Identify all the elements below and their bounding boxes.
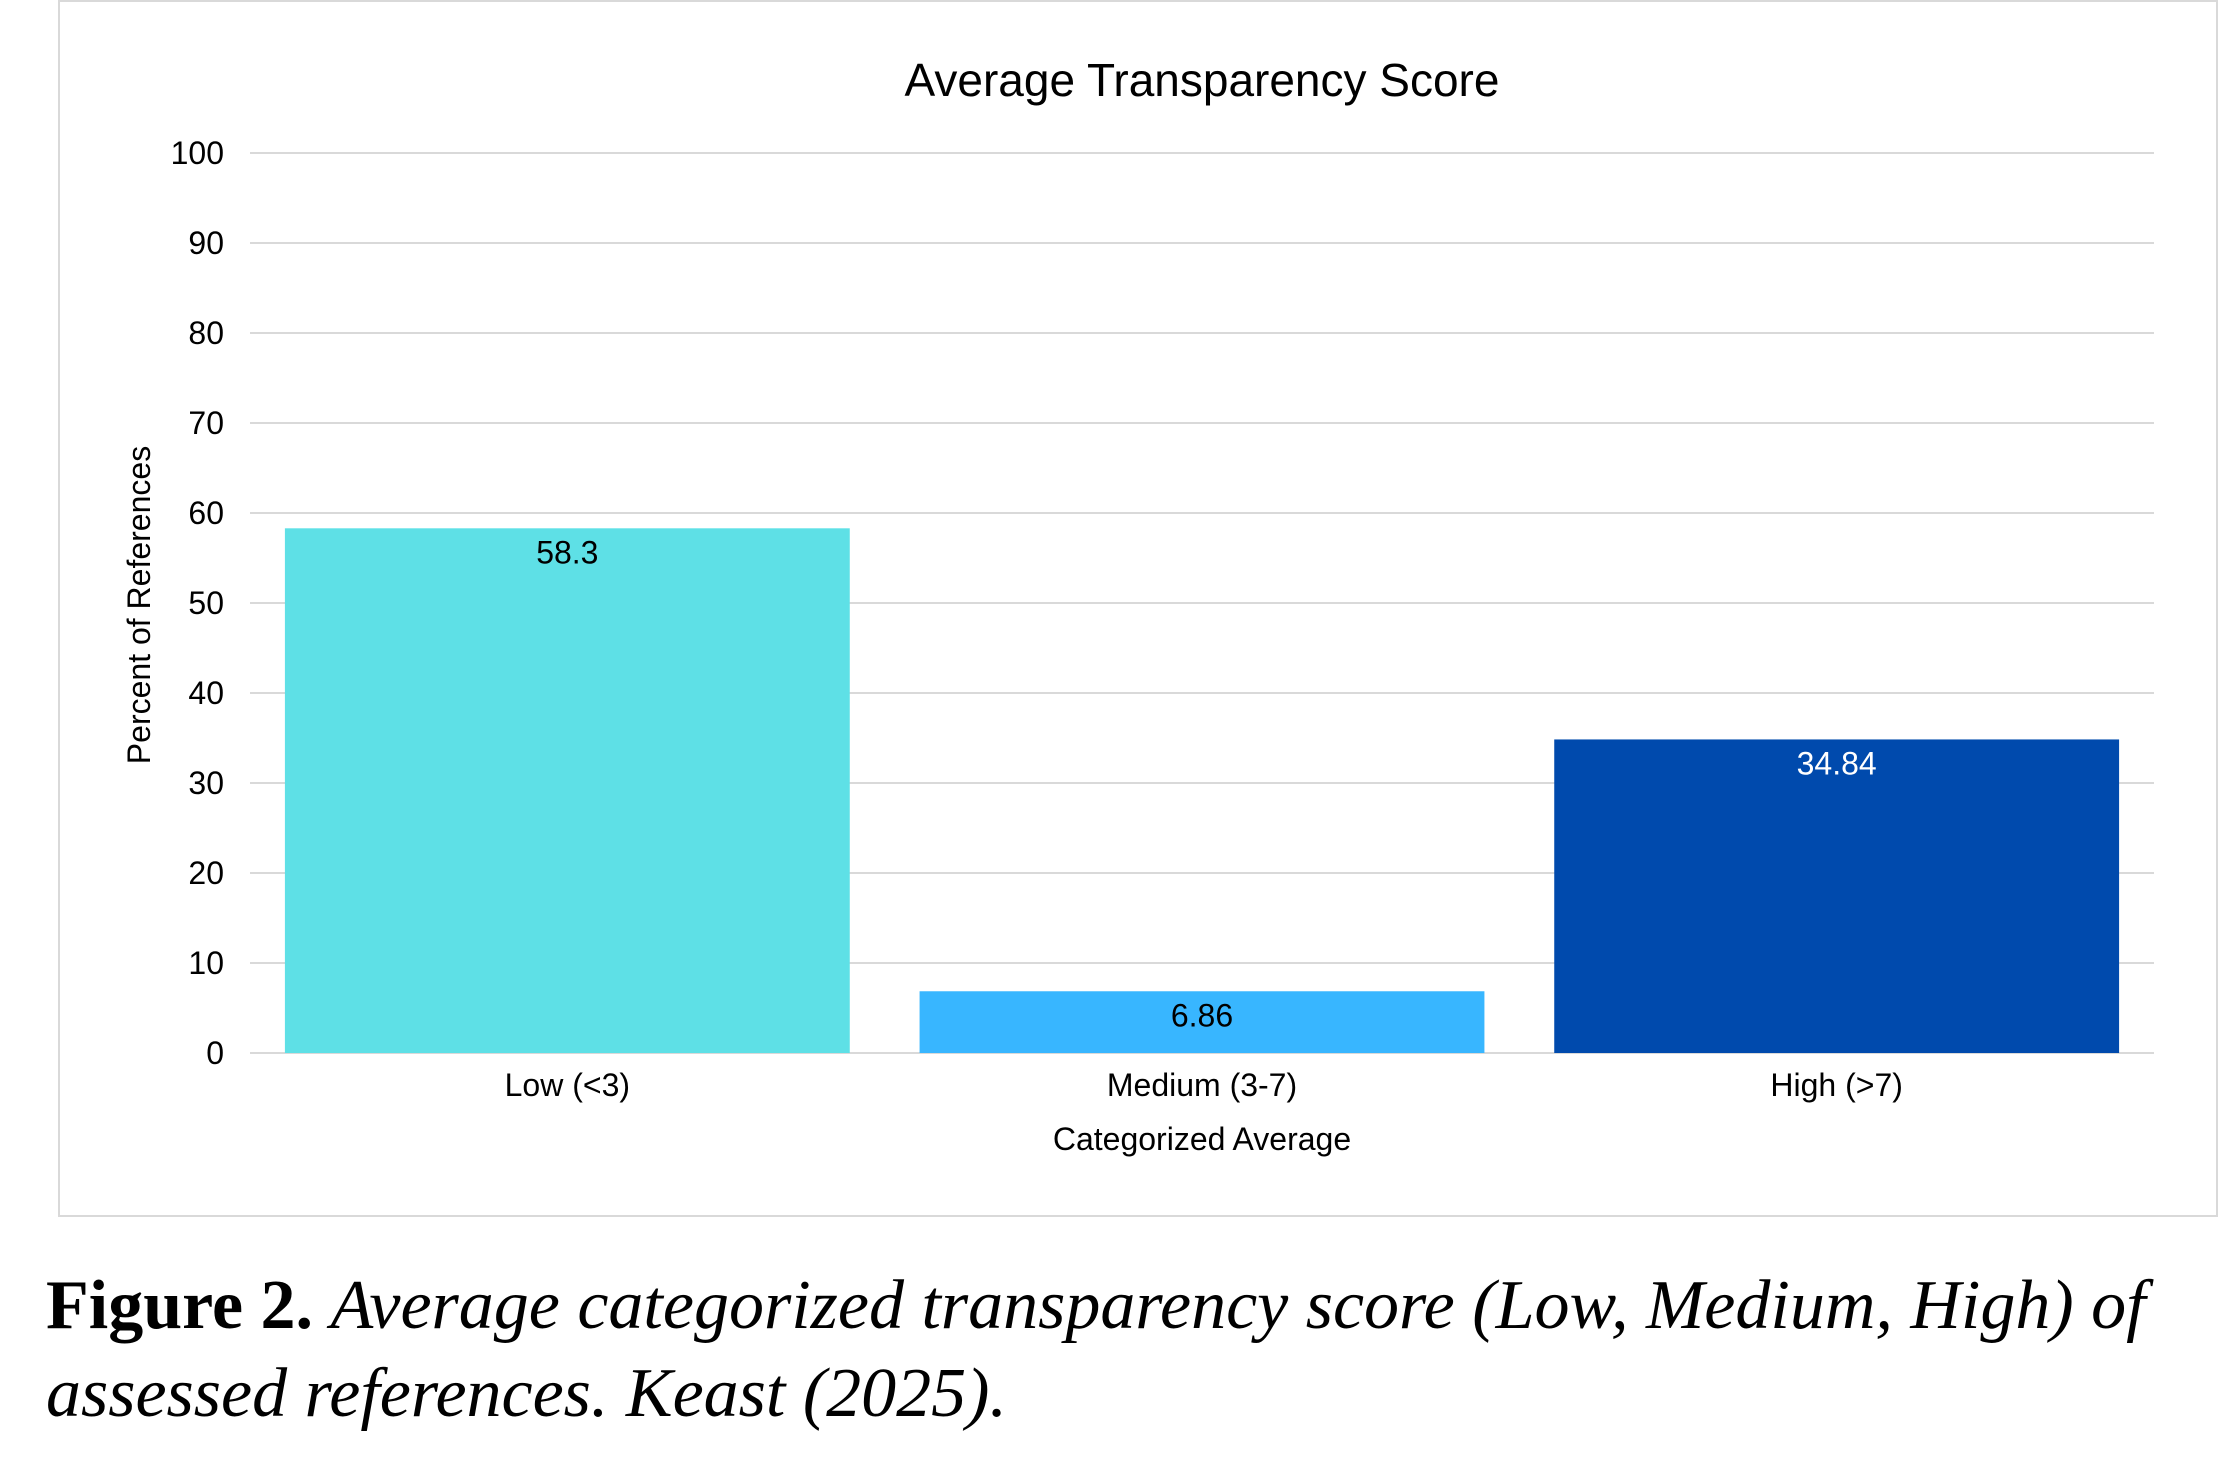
y-tick-label: 90 [188,225,224,261]
y-tick-label: 30 [188,765,224,801]
chart-title: Average Transparency Score [905,54,1500,106]
data-label: 6.86 [1171,997,1233,1033]
x-tick-label: Low (<3) [505,1067,630,1103]
data-label: 58.3 [536,534,598,570]
y-tick-label: 70 [188,405,224,441]
bar [284,528,850,1053]
y-axis-ticks: 0 10 20 30 40 50 60 70 80 90 100 [171,135,224,1071]
y-tick-label: 20 [188,855,224,891]
figure-caption: Figure 2. Average categorized transparen… [46,1262,2216,1438]
y-tick-label: 40 [188,675,224,711]
x-tick-label: Medium (3-7) [1107,1067,1297,1103]
y-tick-label: 80 [188,315,224,351]
x-axis-title: Categorized Average [1053,1121,1351,1157]
y-axis-title: Percent of References [121,446,157,764]
x-axis-ticks: Low (<3) Medium (3-7) High (>7) [505,1067,1903,1103]
caption-label: Figure 2. [46,1267,314,1344]
y-tick-label: 0 [206,1035,224,1071]
chart-frame: Average Transparency Score 0 10 20 30 40 50 60… [58,0,2218,1217]
data-label: 34.84 [1797,745,1877,781]
y-tick-label: 10 [188,945,224,981]
caption-text: Average categorized transparency score (… [46,1267,2146,1432]
bar [1554,739,2120,1053]
x-tick-label: High (>7) [1770,1067,1903,1103]
bar [919,991,1485,1053]
bars: 58.3 6.86 34.84 [284,528,2120,1053]
y-tick-label: 50 [188,585,224,621]
y-tick-label: 100 [171,135,224,171]
bar-chart: Average Transparency Score 0 10 20 30 40 50 60… [121,54,2154,1157]
y-tick-label: 60 [188,495,224,531]
